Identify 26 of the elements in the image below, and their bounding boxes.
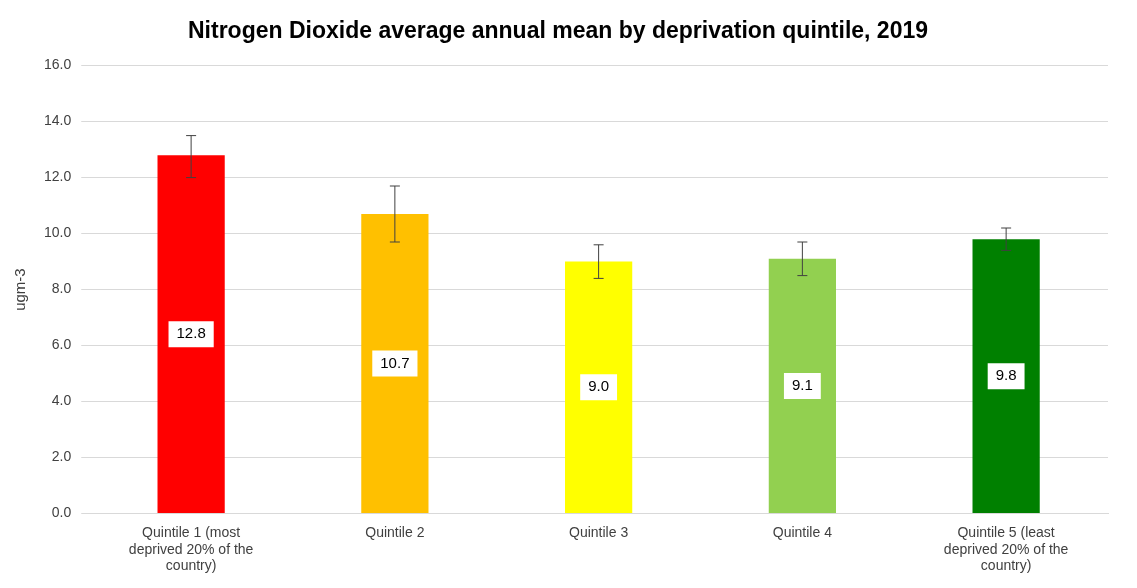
x-tick-label: Quintile 3 [569, 523, 629, 540]
y-tick-label: 12.0 [44, 168, 72, 185]
y-tick-label: 14.0 [44, 112, 72, 129]
y-tick-label: 4.0 [51, 392, 72, 409]
data-label: 9.8 [995, 366, 1017, 384]
data-label: 9.0 [588, 377, 610, 395]
bar [565, 261, 633, 514]
data-label: 12.8 [176, 324, 206, 342]
x-tick-label: Quintile 1 (most deprived 20% of the country) [128, 523, 254, 574]
y-tick-label: 16.0 [44, 56, 72, 73]
data-label: 9.1 [791, 376, 813, 394]
bar [768, 258, 836, 514]
x-tick-label: Quintile 4 [772, 523, 833, 540]
bar [157, 155, 225, 514]
y-tick-label: 2.0 [51, 448, 72, 465]
x-tick-label: Quintile 5 (least deprived 20% of the country) [943, 523, 1069, 574]
x-tick-label: Quintile 2 [365, 523, 425, 540]
y-tick-label: 10.0 [44, 224, 72, 241]
y-tick-label: 0.0 [51, 504, 72, 521]
bar [361, 214, 429, 514]
y-tick-label: 6.0 [51, 336, 72, 353]
bar [972, 239, 1040, 514]
data-label: 10.7 [380, 353, 410, 371]
y-axis-title: ugm-3 [11, 268, 29, 311]
chart-title: Nitrogen Dioxide average annual mean by deprivation quintile, 2019 [187, 17, 929, 44]
y-tick-label: 8.0 [51, 280, 72, 297]
